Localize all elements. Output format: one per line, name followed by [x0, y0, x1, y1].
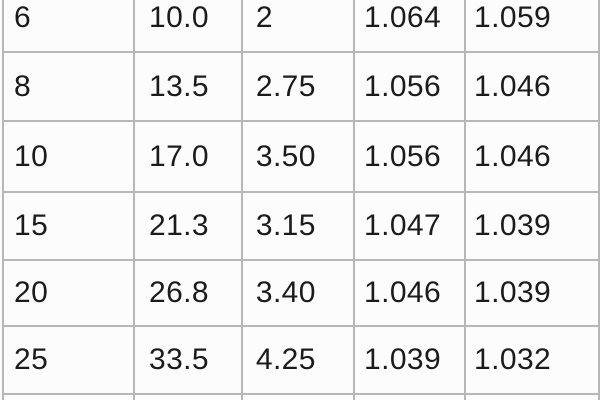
- table-cell: 4.25: [240, 325, 356, 395]
- table-cell: [240, 393, 356, 400]
- table-cell: 20: [2, 259, 135, 327]
- table-cell: 1.046: [464, 120, 600, 193]
- table-cell: 21.3: [133, 191, 243, 261]
- table-cell: 3.40: [240, 259, 356, 327]
- table-cell: 3.15: [240, 191, 356, 261]
- table-cell: 10: [2, 120, 135, 193]
- table-row: 20 26.8 3.40 1.046 1.039: [2, 259, 600, 327]
- table-cell: [464, 393, 600, 400]
- table-cell: 13.5: [133, 51, 243, 122]
- table-row: [2, 393, 600, 400]
- table-cell: 17.0: [133, 120, 243, 193]
- table-cell: 15: [2, 191, 135, 261]
- table-cell: 1.032: [464, 325, 600, 395]
- table-cell: 1.056: [353, 120, 467, 193]
- table-cell: 3.50: [240, 120, 356, 193]
- table-cell: 1.047: [353, 191, 467, 261]
- table-cell: [133, 393, 243, 400]
- table-row: 10 17.0 3.50 1.056 1.046: [2, 120, 600, 193]
- table-row: 25 33.5 4.25 1.039 1.032: [2, 325, 600, 395]
- table-cell: 33.5: [133, 325, 243, 395]
- table-cell: 2.75: [240, 51, 356, 122]
- table-cell: 25: [2, 325, 135, 395]
- table-cell: 8: [2, 51, 135, 122]
- table-row: 6 10.0 2 1.064 1.059: [2, 0, 600, 53]
- table-cell: [353, 393, 467, 400]
- table-row: 8 13.5 2.75 1.056 1.046: [2, 51, 600, 122]
- table-cell: 1.064: [353, 0, 467, 53]
- table-cell: 1.039: [464, 259, 600, 327]
- table-cell: 1.039: [464, 191, 600, 261]
- table-cell: 1.046: [353, 259, 467, 327]
- table-cell: 6: [2, 0, 135, 53]
- table-cell: 1.046: [464, 51, 600, 122]
- table-cell: [2, 393, 135, 400]
- table-cell: 1.056: [353, 51, 467, 122]
- table-cell: 10.0: [133, 0, 243, 53]
- table-cell: 2: [240, 0, 356, 53]
- table-cell: 26.8: [133, 259, 243, 327]
- table-row: 15 21.3 3.15 1.047 1.039: [2, 191, 600, 261]
- table-cell: 1.039: [353, 325, 467, 395]
- table-cell: 1.059: [464, 0, 600, 53]
